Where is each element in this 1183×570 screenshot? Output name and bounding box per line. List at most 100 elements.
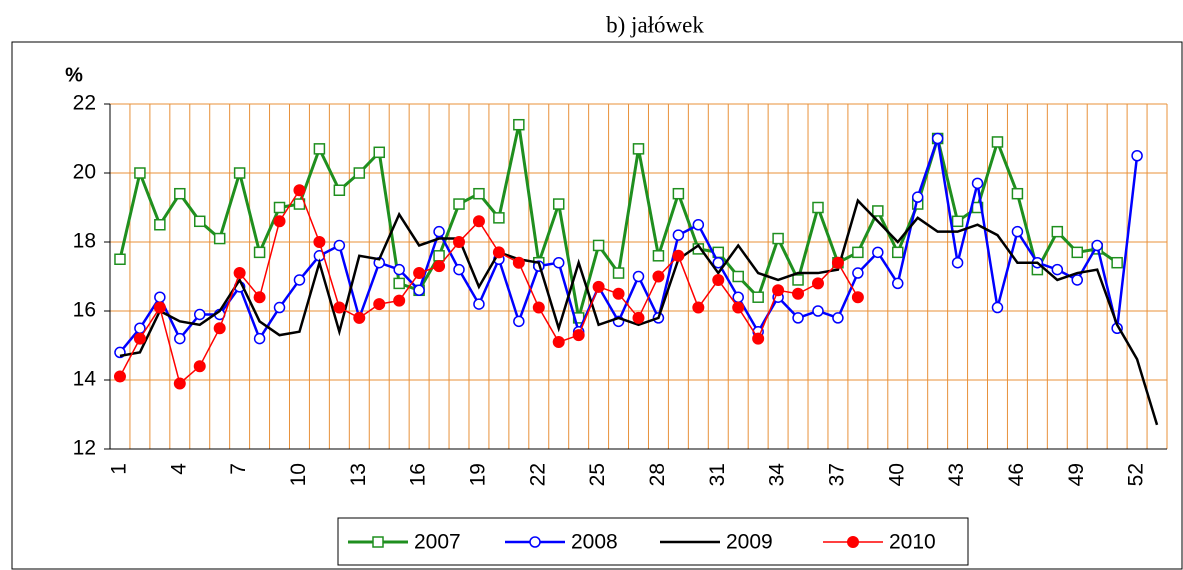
x-tick-label: 16 xyxy=(407,463,430,486)
data-point xyxy=(253,332,266,345)
data-point xyxy=(1071,274,1084,286)
data-point xyxy=(1131,150,1143,162)
data-point xyxy=(832,312,844,324)
data-point xyxy=(612,267,625,279)
data-point xyxy=(134,322,146,334)
data-point xyxy=(273,201,286,214)
chart-title: b) jałówek xyxy=(606,12,704,37)
x-tick-label: 19 xyxy=(466,463,489,486)
data-point xyxy=(672,187,685,200)
data-point xyxy=(154,219,166,231)
data-point xyxy=(273,301,286,314)
data-point xyxy=(373,298,386,311)
data-point xyxy=(433,225,445,238)
data-point xyxy=(712,273,725,286)
data-point xyxy=(592,239,605,252)
data-point xyxy=(911,191,924,203)
data-point xyxy=(1091,239,1103,252)
data-point xyxy=(732,301,745,314)
data-point xyxy=(1011,225,1024,238)
data-point xyxy=(991,136,1004,148)
data-point xyxy=(293,274,306,286)
data-point xyxy=(632,311,645,324)
data-point xyxy=(493,212,505,224)
data-point xyxy=(492,246,505,259)
series-line xyxy=(119,198,1159,426)
data-point xyxy=(393,294,406,307)
data-point xyxy=(652,270,665,283)
data-point xyxy=(473,187,485,200)
data-point xyxy=(353,167,366,179)
data-point xyxy=(552,198,565,210)
data-point xyxy=(772,284,785,297)
data-point xyxy=(213,232,226,245)
x-tick-label: 49 xyxy=(1065,463,1088,486)
data-point xyxy=(672,229,685,241)
data-point xyxy=(173,377,186,390)
data-point xyxy=(472,215,485,228)
data-point xyxy=(433,260,446,273)
data-point xyxy=(712,256,725,269)
data-point xyxy=(393,263,405,276)
data-point xyxy=(113,370,126,383)
x-tick-label: 52 xyxy=(1125,463,1148,486)
data-point xyxy=(1111,256,1123,269)
data-point xyxy=(473,298,485,310)
data-point xyxy=(512,256,525,269)
data-point xyxy=(453,236,466,248)
data-point xyxy=(513,315,525,328)
data-point xyxy=(892,277,904,290)
data-point xyxy=(852,267,864,279)
data-point xyxy=(811,277,824,290)
data-point xyxy=(253,291,266,304)
x-tick-label: 28 xyxy=(646,463,669,486)
data-point xyxy=(313,236,326,248)
data-point xyxy=(831,256,844,269)
data-point xyxy=(632,270,645,283)
x-tick-label: 25 xyxy=(586,463,609,486)
x-tick-label: 4 xyxy=(167,463,190,475)
data-point xyxy=(792,312,804,324)
data-point xyxy=(333,301,346,314)
data-point xyxy=(313,143,326,155)
data-point xyxy=(153,301,166,314)
legend-marker xyxy=(529,536,541,548)
data-point xyxy=(931,132,944,145)
data-point xyxy=(592,280,605,293)
legend-label: 2007 xyxy=(414,531,461,554)
data-point xyxy=(732,291,744,303)
data-point xyxy=(253,246,266,259)
data-point xyxy=(732,270,744,283)
data-point xyxy=(612,287,625,300)
data-point xyxy=(991,301,1004,314)
legend-label: 2008 xyxy=(571,531,618,554)
data-point xyxy=(951,215,964,228)
data-point xyxy=(792,274,804,286)
data-point xyxy=(872,205,884,217)
y-tick-label: 20 xyxy=(73,161,96,184)
x-tick-label: 34 xyxy=(766,463,789,487)
data-point xyxy=(273,215,286,228)
data-point xyxy=(233,167,246,179)
data-point xyxy=(114,253,126,265)
data-point xyxy=(193,360,206,373)
data-point xyxy=(752,291,764,303)
data-point xyxy=(812,305,824,317)
data-point xyxy=(772,232,784,245)
data-point xyxy=(193,215,206,228)
data-point xyxy=(1051,263,1064,276)
data-point xyxy=(193,308,206,321)
data-point xyxy=(552,256,565,269)
data-point xyxy=(572,329,585,342)
data-point xyxy=(174,332,186,345)
data-point xyxy=(951,256,964,269)
data-point xyxy=(632,143,645,155)
data-point xyxy=(154,291,166,303)
y-tick-label: 16 xyxy=(73,299,96,322)
data-point xyxy=(333,184,346,196)
data-point xyxy=(692,219,705,231)
data-point xyxy=(134,167,146,179)
y-tick-label: 14 xyxy=(73,368,97,391)
data-point xyxy=(852,246,864,259)
